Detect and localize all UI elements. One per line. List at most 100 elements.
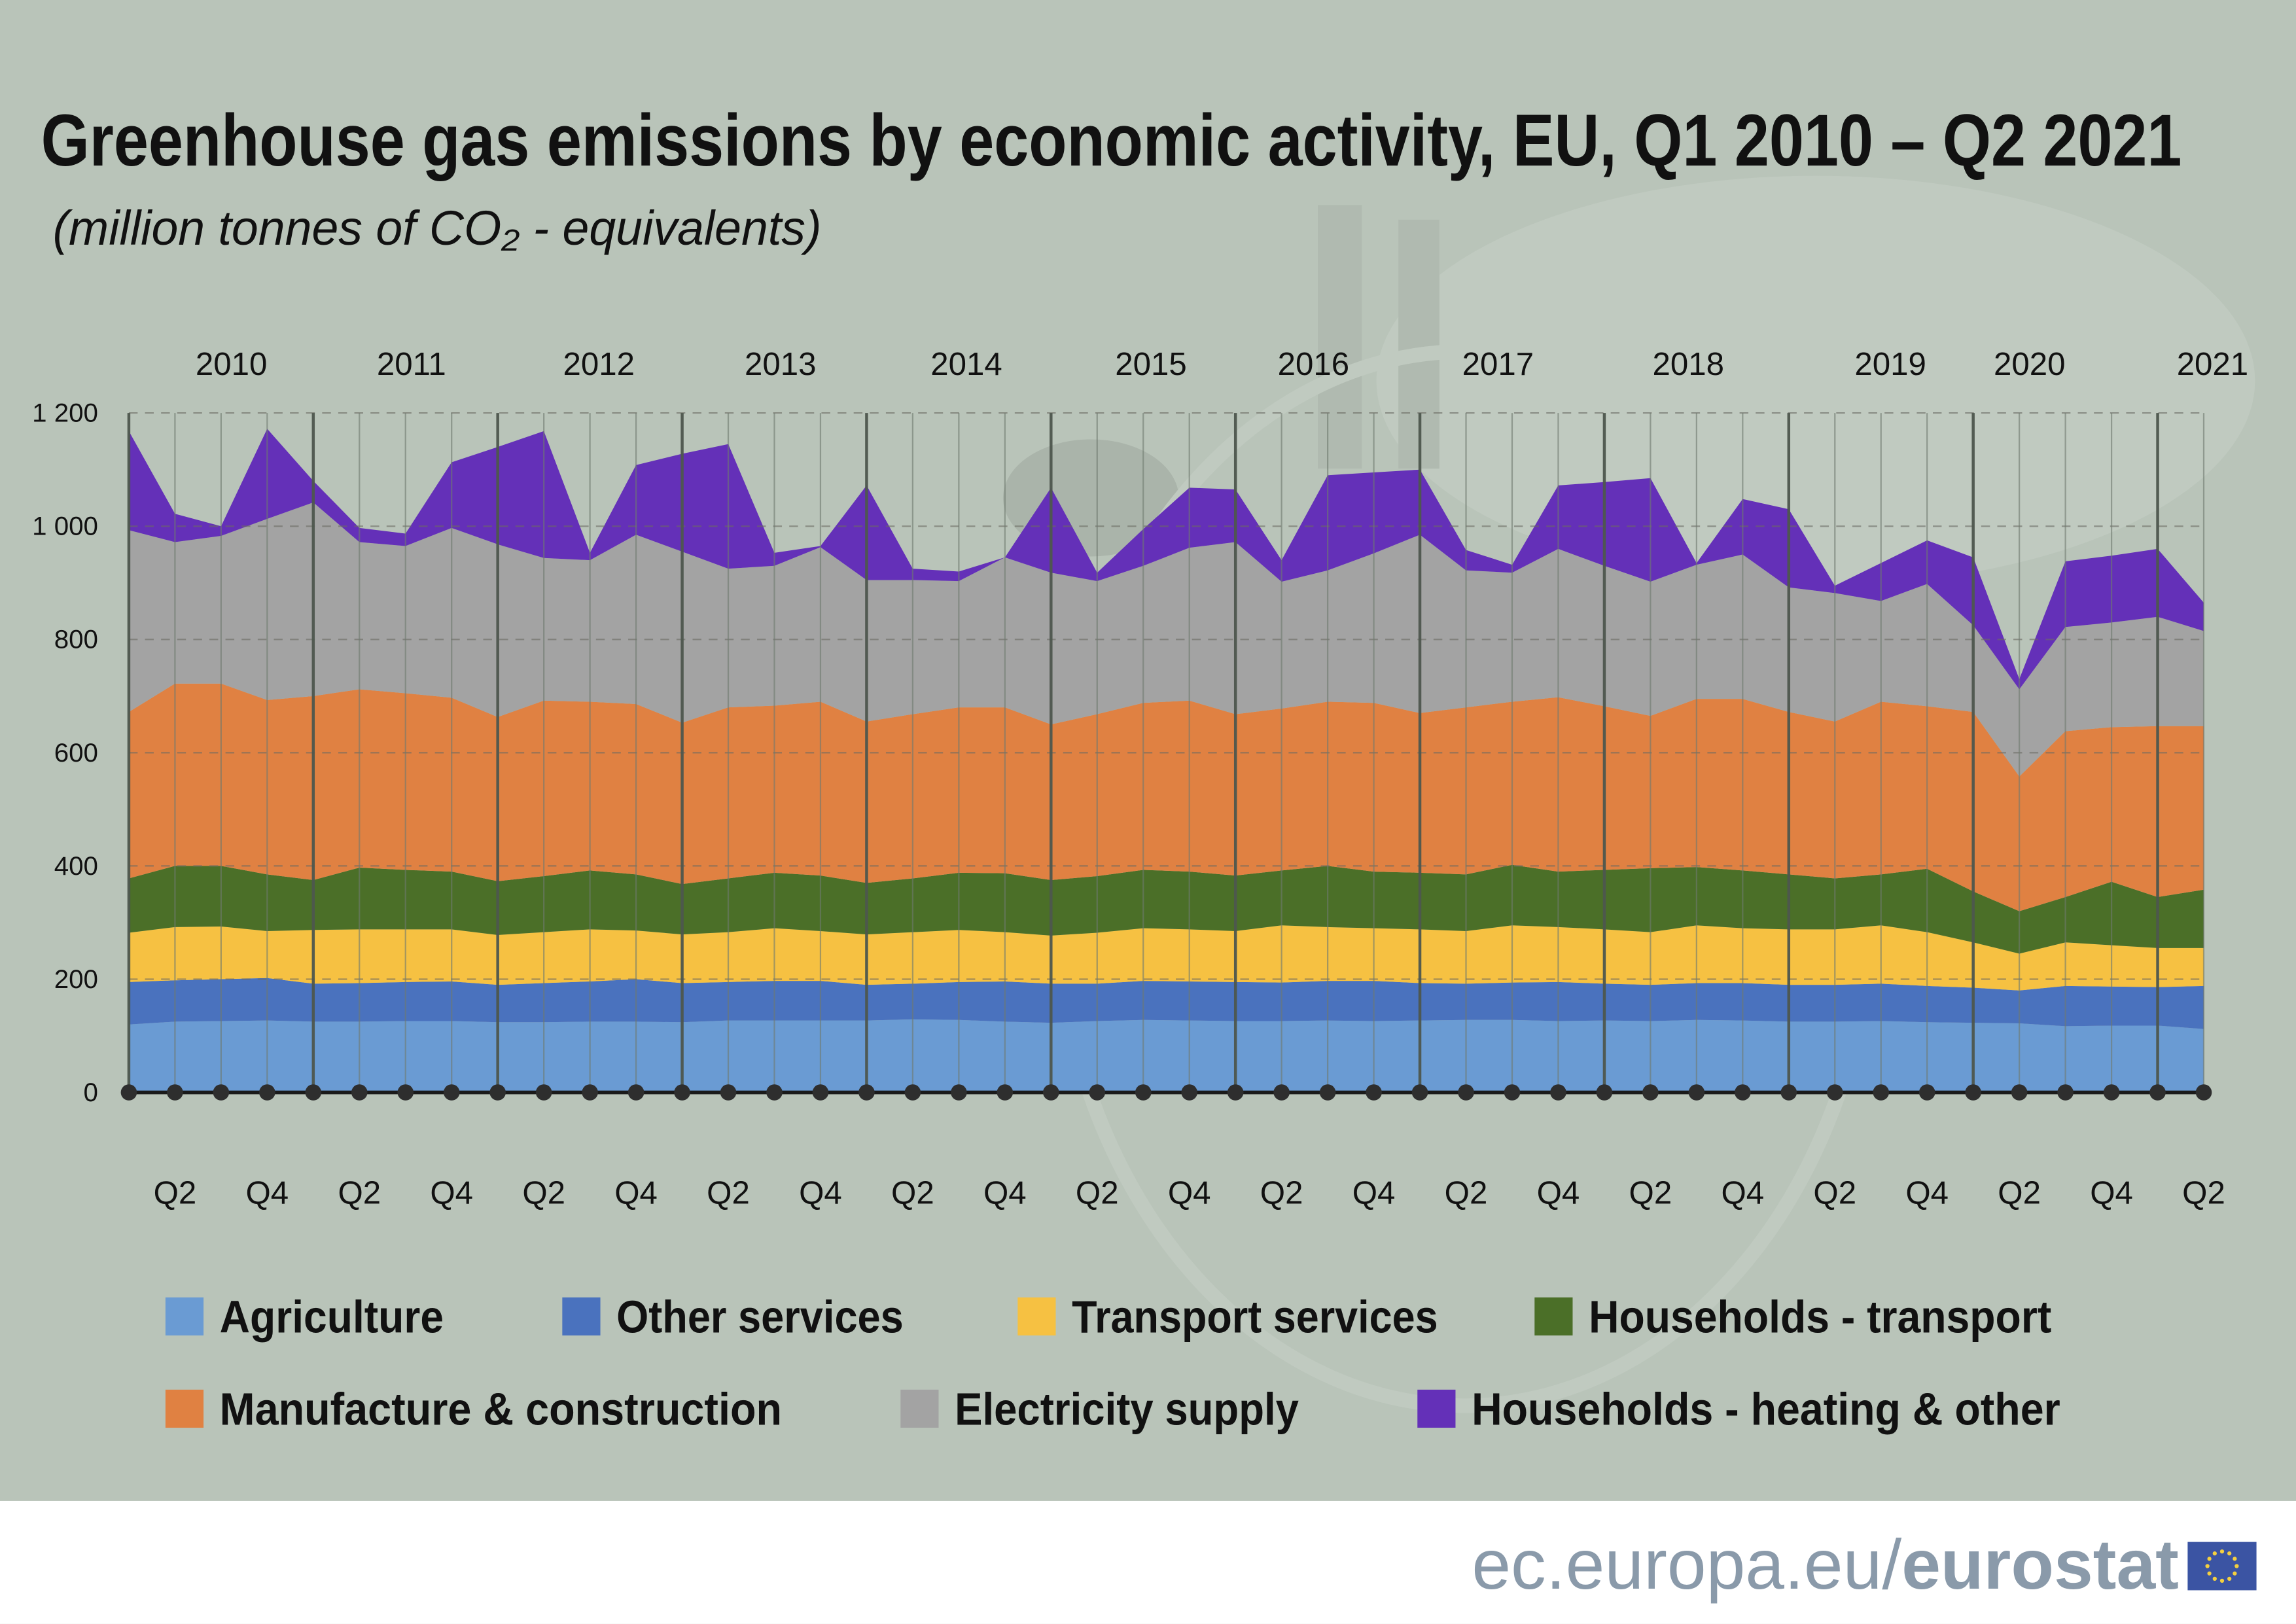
legend-label: Transport services	[1072, 1292, 1438, 1343]
legend-swatch	[900, 1389, 939, 1428]
quarter-labels: Q2 Q4 Q2 Q4 Q2 Q4 Q2 Q4 Q2 Q4 Q2 Q4 Q2 Q4 Q2 Q4 Q2 Q4 Q2 Q4…	[154, 1175, 2225, 1211]
star-icon	[2227, 1576, 2232, 1581]
quarter-label: Q4	[983, 1175, 1027, 1211]
legend-item-households-transport: Households - transport	[1534, 1292, 2051, 1343]
data-point-marker	[766, 1084, 783, 1101]
star-icon	[2219, 1549, 2225, 1554]
area-transport-services	[128, 925, 2204, 991]
eu-flag-icon	[2187, 1542, 2257, 1591]
data-point-marker	[997, 1084, 1014, 1101]
data-point-marker	[627, 1084, 645, 1101]
data-point-marker	[858, 1084, 875, 1101]
data-point-marker	[1135, 1084, 1152, 1101]
quarter-label: Q4	[430, 1175, 473, 1211]
star-icon	[2233, 1571, 2237, 1576]
footer-site-brand: eurostat	[1901, 1525, 2179, 1604]
data-point-marker	[1550, 1084, 1566, 1101]
y-tick-label: 200	[54, 964, 98, 994]
data-point-marker	[351, 1084, 368, 1101]
data-point-marker	[1042, 1084, 1059, 1101]
data-point-marker	[1780, 1084, 1797, 1101]
star-icon	[2234, 1564, 2239, 1568]
chart-title: Greenhouse gas emissions by economic act…	[41, 99, 2182, 181]
year-label: 2016	[1278, 346, 1350, 382]
quarter-label: Q2	[338, 1175, 381, 1211]
footer-site-prefix: ec.europa.eu/	[1472, 1525, 1901, 1604]
quarter-label: Q4	[2090, 1175, 2133, 1211]
year-label: 2017	[1462, 346, 1534, 382]
data-point-marker	[1873, 1084, 1890, 1101]
data-point-marker	[1181, 1084, 1198, 1101]
legend-item-transport-services: Transport services	[1017, 1292, 1438, 1343]
legend-item-households-heating-other: Households - heating & other	[1417, 1384, 2060, 1435]
data-point-marker	[1735, 1084, 1751, 1101]
data-point-marker	[2149, 1084, 2166, 1101]
data-point-marker	[1504, 1084, 1521, 1101]
gridlines	[128, 412, 2204, 980]
y-tick-label: 400	[54, 851, 98, 881]
data-point-marker	[1918, 1084, 1935, 1101]
star-icon	[2212, 1551, 2217, 1556]
year-label: 2019	[1854, 346, 1926, 382]
quarter-label: Q2	[522, 1175, 565, 1211]
quarter-label: Q4	[1721, 1175, 1764, 1211]
year-label: 2021	[2177, 346, 2249, 382]
data-point-marker	[904, 1084, 921, 1101]
quarter-label: Q2	[707, 1175, 750, 1211]
data-point-marker	[1596, 1084, 1613, 1101]
year-label: 2012	[563, 346, 635, 382]
year-label: 2018	[1653, 346, 1725, 382]
legend-swatch	[165, 1389, 204, 1428]
year-label: 2014	[930, 346, 1002, 382]
quarter-label: Q2	[1076, 1175, 1119, 1211]
star-icon	[2207, 1571, 2212, 1576]
data-point-marker	[259, 1084, 275, 1101]
data-point-marker	[443, 1084, 460, 1101]
quarter-label: Q2	[891, 1175, 934, 1211]
data-point-marker	[305, 1084, 322, 1101]
footer-url[interactable]: ec.europa.eu/eurostat	[1472, 1525, 2179, 1604]
quarter-lines	[127, 413, 2205, 1093]
data-point-marker	[489, 1084, 506, 1101]
quarter-label: Q2	[1629, 1175, 1672, 1211]
plot-area: 0 200 400 600 800 1 000 1 200 Q2 Q4 Q2 Q4 Q2 Q4 Q2 Q4…	[32, 398, 2225, 1211]
data-point-marker	[582, 1084, 598, 1101]
data-point-marker	[720, 1084, 737, 1101]
data-point-marker	[1366, 1084, 1382, 1101]
year-label: 2015	[1115, 346, 1186, 382]
star-icon	[2205, 1564, 2210, 1568]
area-households-transport	[128, 864, 2204, 954]
quarter-label: Q2	[1260, 1175, 1303, 1211]
data-point-marker	[2195, 1084, 2212, 1101]
year-labels: 2010 2011 2012 2013 2014 2015 2016 2017 2018 2019…	[196, 346, 2248, 382]
legend-swatch	[1017, 1297, 1056, 1336]
data-point-marker	[1642, 1084, 1659, 1101]
y-axis-ticks: 0 200 400 600 800 1 000 1 200	[32, 398, 98, 1107]
data-point-marker	[1411, 1084, 1428, 1101]
quarter-label: Q2	[1445, 1175, 1488, 1211]
legend-label: Households - transport	[1589, 1292, 2051, 1343]
quarter-label: Q4	[1905, 1175, 1949, 1211]
area-manufacture-construction	[128, 683, 2204, 911]
legend-label: Households - heating & other	[1472, 1384, 2060, 1435]
data-point-marker	[1227, 1084, 1244, 1101]
legend-label: Agriculture	[220, 1292, 444, 1343]
year-label: 2011	[377, 346, 446, 382]
quarter-label: Q4	[1352, 1175, 1396, 1211]
area-households-heating-other	[128, 429, 2204, 690]
year-label: 2020	[1994, 346, 2066, 382]
legend: Agriculture Other services Transport servi…	[165, 1292, 2060, 1435]
y-tick-label: 1 000	[32, 512, 98, 541]
legend-swatch	[1534, 1297, 1573, 1336]
legend-swatch	[1417, 1389, 1456, 1428]
x-axis-dots	[120, 1084, 2212, 1101]
footer-band	[0, 1500, 2296, 1624]
legend-label: Electricity supply	[955, 1384, 1299, 1435]
quarter-label: Q2	[1998, 1175, 2041, 1211]
legend-item-electricity-supply: Electricity supply	[900, 1384, 1299, 1435]
data-point-marker	[1319, 1084, 1336, 1101]
y-tick-label: 1 200	[32, 398, 98, 428]
quarter-label: Q4	[246, 1175, 289, 1211]
quarter-label: Q2	[1813, 1175, 1856, 1211]
